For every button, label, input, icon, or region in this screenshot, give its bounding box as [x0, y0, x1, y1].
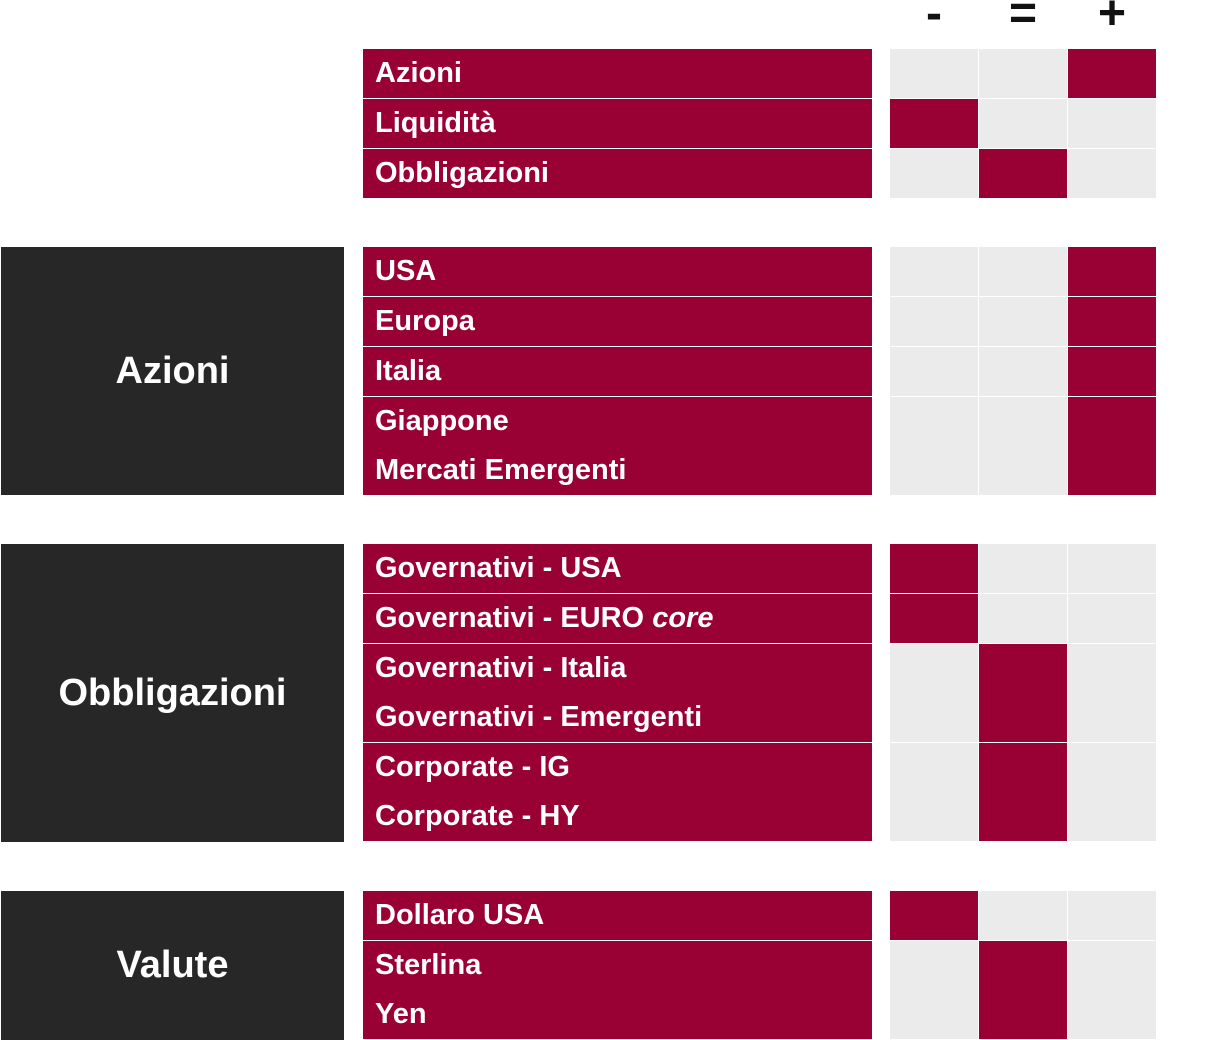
rating-cell-plus — [1068, 990, 1156, 1039]
row-label-corporate-hy: Corporate - HY — [363, 792, 872, 841]
rating-cell-plus — [1068, 594, 1156, 643]
rating-cell-minus — [890, 644, 978, 693]
rating-cell-plus — [1068, 743, 1156, 792]
rating-cell-equal-selected — [979, 941, 1067, 990]
row-label-governativi-italia: Governativi - Italia — [363, 644, 872, 693]
rating-cell-minus — [890, 149, 978, 198]
rating-cell-equal-selected — [979, 149, 1067, 198]
header-plus-symbol: + — [1097, 0, 1127, 40]
rating-cell-minus-selected — [890, 544, 978, 593]
rating-cell-equal — [979, 594, 1067, 643]
row-label-italia: Italia — [363, 347, 872, 396]
header-minus-symbol: - — [926, 0, 942, 40]
rating-cell-plus — [1068, 891, 1156, 940]
row-label-governativi-euro-core: Governativi - EURO core — [363, 594, 872, 643]
rating-cell-plus — [1068, 644, 1156, 693]
row-label-usa: USA — [363, 247, 872, 296]
row-label-liquidita: Liquidità — [363, 99, 872, 148]
rating-cell-plus — [1068, 149, 1156, 198]
row-label-governativi-emergenti: Governativi - Emergenti — [363, 693, 872, 742]
row-label-dollaro-usa: Dollaro USA — [363, 891, 872, 940]
rating-cell-equal-selected — [979, 990, 1067, 1039]
rating-cell-minus-selected — [890, 891, 978, 940]
rating-cell-equal — [979, 49, 1067, 98]
rating-cell-minus — [890, 49, 978, 98]
rating-cell-equal-selected — [979, 693, 1067, 742]
group-label-obbligazioni: Obbligazioni — [1, 544, 344, 842]
rating-cell-plus — [1068, 544, 1156, 593]
rating-cell-minus — [890, 693, 978, 742]
group-label-azioni: Azioni — [1, 247, 344, 495]
row-label-giappone: Giappone — [363, 397, 872, 446]
rating-cell-minus — [890, 397, 978, 446]
rating-cell-equal — [979, 397, 1067, 446]
rating-cell-plus-selected — [1068, 347, 1156, 396]
row-label-corporate-ig: Corporate - IG — [363, 743, 872, 792]
row-label-core-italic: core — [652, 602, 714, 634]
rating-cell-plus-selected — [1068, 247, 1156, 296]
rating-cell-equal — [979, 446, 1067, 495]
rating-cell-minus — [890, 297, 978, 346]
rating-cell-equal — [979, 347, 1067, 396]
row-label-europa: Europa — [363, 297, 872, 346]
rating-cell-plus — [1068, 99, 1156, 148]
row-label-governativi-euro-text: Governativi - EURO — [375, 602, 645, 634]
rating-cell-plus-selected — [1068, 397, 1156, 446]
rating-cell-minus — [890, 941, 978, 990]
rating-cell-minus — [890, 990, 978, 1039]
rating-cell-equal-selected — [979, 792, 1067, 841]
rating-cell-equal — [979, 297, 1067, 346]
rating-cell-plus — [1068, 693, 1156, 742]
rating-cell-plus — [1068, 792, 1156, 841]
header-equal-symbol: = — [1008, 0, 1038, 40]
row-label-obbligazioni: Obbligazioni — [363, 149, 872, 198]
row-label-azioni: Azioni — [363, 49, 872, 98]
rating-cell-plus-selected — [1068, 446, 1156, 495]
rating-cell-plus — [1068, 941, 1156, 990]
row-label-mercati-emergenti: Mercati Emergenti — [363, 446, 872, 495]
rating-cell-equal-selected — [979, 644, 1067, 693]
rating-cell-minus — [890, 446, 978, 495]
rating-cell-plus-selected — [1068, 297, 1156, 346]
rating-cell-equal — [979, 891, 1067, 940]
rating-cell-equal — [979, 544, 1067, 593]
row-label-governativi-usa: Governativi - USA — [363, 544, 872, 593]
rating-cell-equal — [979, 247, 1067, 296]
rating-cell-equal-selected — [979, 743, 1067, 792]
rating-cell-minus — [890, 247, 978, 296]
rating-cell-equal — [979, 99, 1067, 148]
rating-cell-minus — [890, 347, 978, 396]
rating-cell-plus-selected — [1068, 49, 1156, 98]
row-label-yen: Yen — [363, 990, 872, 1039]
rating-cell-minus — [890, 792, 978, 841]
rating-cell-minus-selected — [890, 99, 978, 148]
row-label-sterlina: Sterlina — [363, 941, 872, 990]
rating-cell-minus-selected — [890, 594, 978, 643]
group-label-valute: Valute — [1, 891, 344, 1040]
rating-cell-minus — [890, 743, 978, 792]
